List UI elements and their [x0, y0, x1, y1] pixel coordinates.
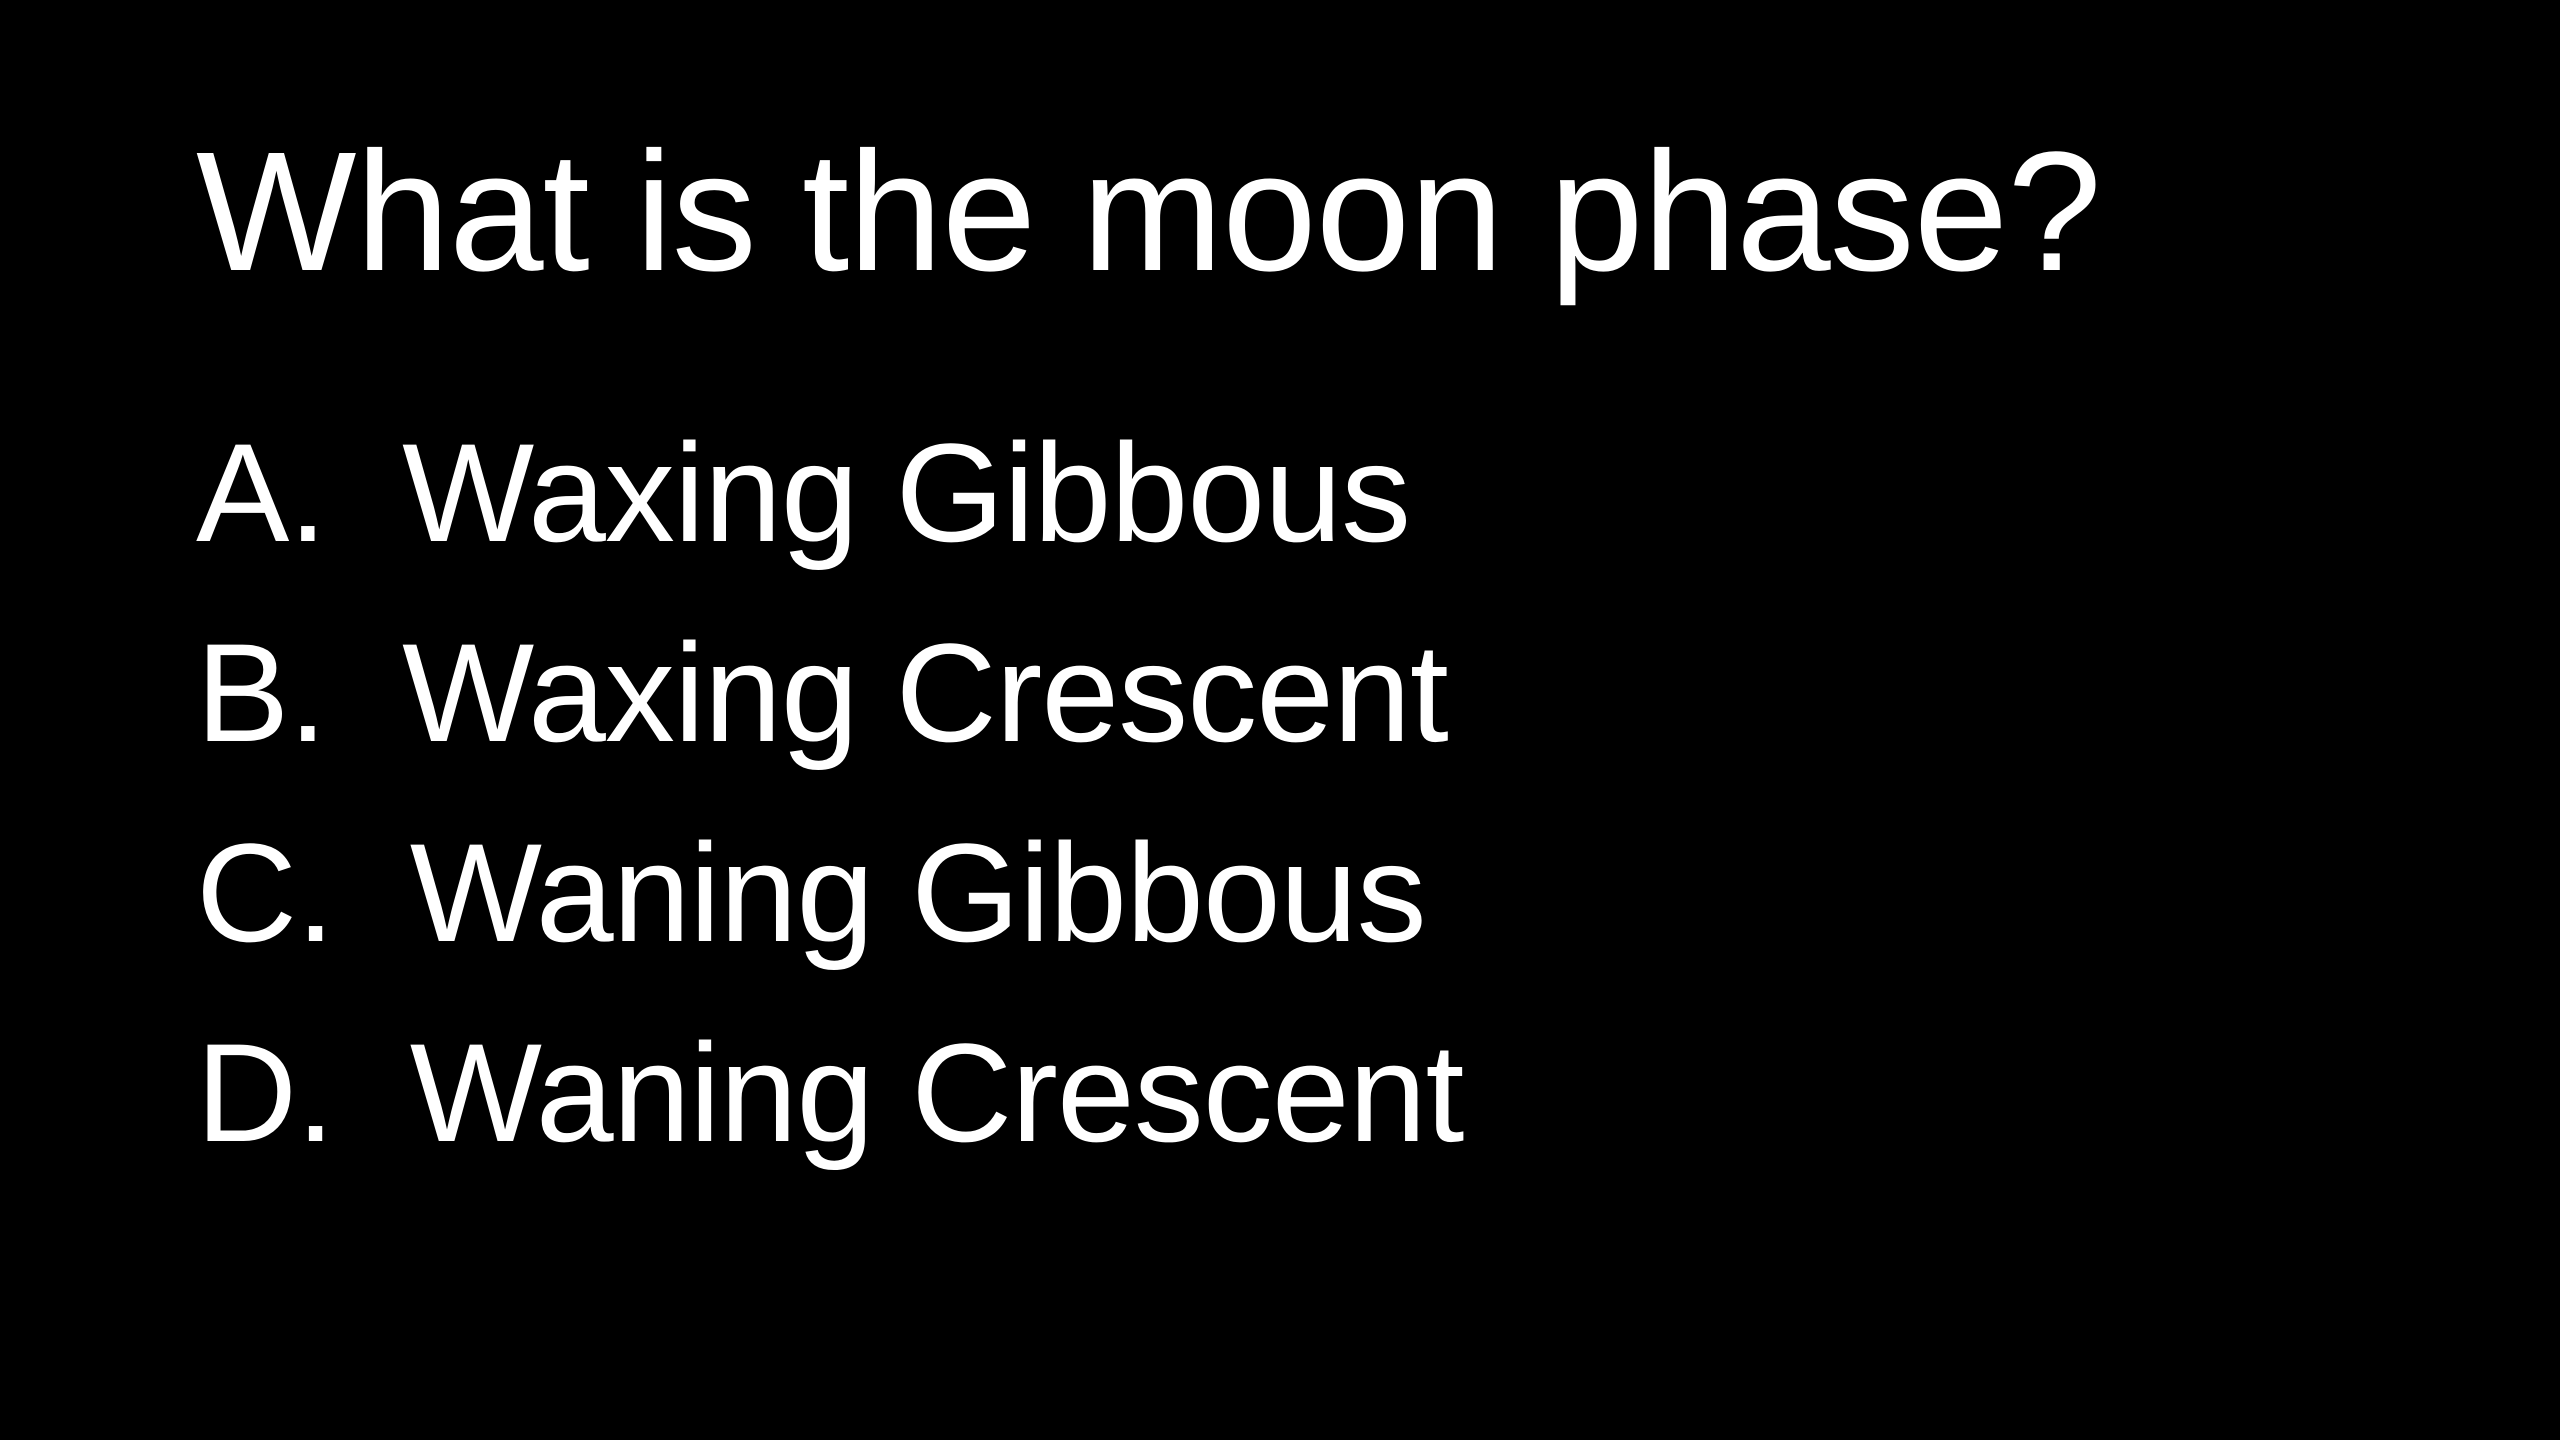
answer-option-a: A. Waxing Gibbous — [196, 393, 1463, 593]
answer-option-d: D. Waning Crescent — [196, 993, 1465, 1193]
option-letter: B. — [196, 614, 365, 771]
option-letter: C. — [196, 814, 372, 971]
option-text: Waxing Gibbous — [402, 414, 1411, 571]
option-letter: A. — [196, 414, 365, 571]
option-letter: D. — [196, 1014, 372, 1171]
option-text: Waning Crescent — [409, 1014, 1465, 1171]
answer-options-list: A. Waxing Gibbous B. Waxing Crescent C. … — [196, 393, 1465, 1193]
answer-option-c: C. Waning Gibbous — [196, 793, 1463, 993]
option-text: Waxing Crescent — [402, 614, 1449, 771]
option-text: Waning Gibbous — [409, 814, 1427, 971]
question-title: What is the moon phase? — [196, 117, 2102, 307]
answer-option-b: B. Waxing Crescent — [196, 593, 1463, 793]
